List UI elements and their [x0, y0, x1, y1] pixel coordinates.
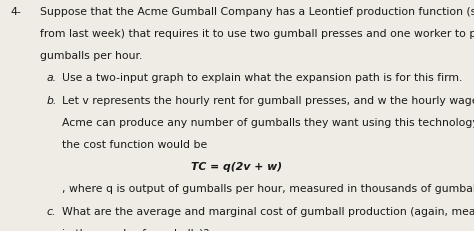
Text: , where q is output of gumballs per hour, measured in thousands of gumballs.: , where q is output of gumballs per hour… [62, 184, 474, 194]
Text: gumballs per hour.: gumballs per hour. [40, 51, 143, 61]
Text: What are the average and marginal cost of gumball production (again, measure out: What are the average and marginal cost o… [62, 207, 474, 216]
Text: Suppose that the Acme Gumball Company has a Leontief production function (see th: Suppose that the Acme Gumball Company ha… [40, 7, 474, 17]
Text: TC = q(2v + w): TC = q(2v + w) [191, 162, 283, 172]
Text: in thousands of gumballs)?: in thousands of gumballs)? [62, 229, 209, 231]
Text: Use a two-input graph to explain what the expansion path is for this firm.: Use a two-input graph to explain what th… [62, 73, 462, 83]
Text: Let v represents the hourly rent for gumball presses, and w the hourly wage. Ass: Let v represents the hourly rent for gum… [62, 96, 474, 106]
Text: from last week) that requires it to use two gumball presses and one worker to pr: from last week) that requires it to use … [40, 29, 474, 39]
Text: b.: b. [46, 96, 57, 106]
Text: a.: a. [46, 73, 56, 83]
Text: 4-: 4- [10, 7, 21, 17]
Text: Acme can produce any number of gumballs they want using this technology. Explain: Acme can produce any number of gumballs … [62, 118, 474, 128]
Text: c.: c. [46, 207, 56, 216]
Text: the cost function would be: the cost function would be [62, 140, 207, 150]
